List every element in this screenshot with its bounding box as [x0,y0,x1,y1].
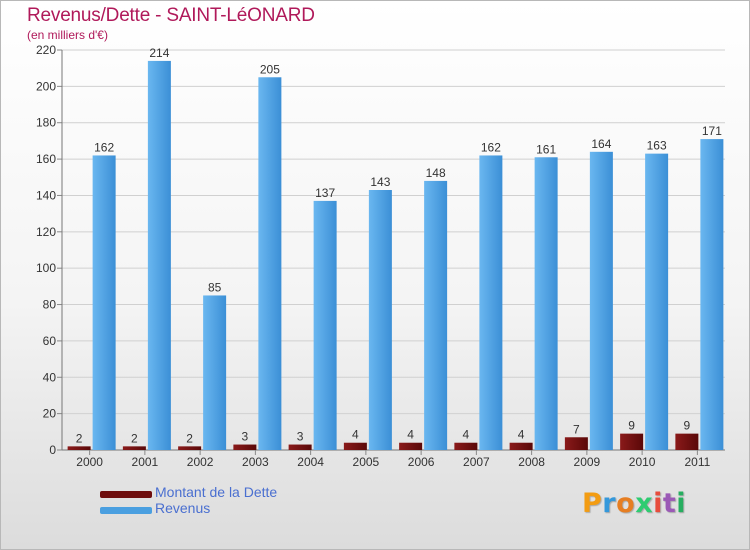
y-tick-label: 180 [36,116,56,130]
data-label-dette: 4 [463,428,470,442]
bar-dette [288,444,312,450]
data-label-revenus: 85 [208,280,222,294]
data-label-dette: 3 [242,430,249,444]
legend-swatch-dette [100,491,152,498]
chart-title: Revenus/Dette - SAINT-LéONARD [27,5,315,26]
data-label-dette: 2 [186,431,193,445]
x-tick-label: 2006 [408,455,435,469]
data-label-revenus: 214 [149,46,169,60]
data-label-dette: 7 [573,422,580,436]
bar-dette [675,433,699,450]
bar-dette [343,442,367,450]
y-tick-label: 20 [43,407,57,421]
data-label-revenus: 143 [370,175,390,189]
data-label-revenus: 205 [260,62,280,76]
data-label-revenus: 148 [426,166,446,180]
y-tick-label: 40 [43,370,57,384]
bar-revenus [424,180,448,450]
y-tick-label: 200 [36,79,56,93]
legend-label-revenus: Revenus [155,500,211,516]
y-tick-label: 100 [36,261,56,275]
data-label-dette: 4 [407,428,414,442]
bar-revenus [479,155,503,451]
x-tick-label: 2003 [242,455,269,469]
x-tick-label: 2005 [353,455,380,469]
x-tick-label: 2004 [297,455,324,469]
x-tick-label: 2009 [574,455,601,469]
x-tick-label: 2011 [684,455,710,469]
legend-swatch-revenus [100,507,152,514]
bar-revenus [147,60,171,451]
proxiti-logo: Proxiti [582,488,687,519]
data-label-dette: 4 [352,428,359,442]
data-label-dette: 9 [684,419,691,433]
bar-dette [178,446,202,450]
data-label-dette: 4 [518,428,525,442]
bar-dette [509,442,533,450]
bar-dette [564,437,588,450]
bar-revenus [645,153,669,451]
legend-label-dette: Montant de la Dette [155,484,278,500]
bar-dette [233,444,257,450]
data-label-revenus: 162 [94,140,114,154]
data-label-dette: 2 [131,431,138,445]
y-tick-label: 140 [36,188,56,202]
bar-revenus [313,200,337,450]
chart-subtitle: (en milliers d'€) [27,28,108,42]
bar-revenus [700,139,724,450]
x-tick-label: 2001 [132,455,159,469]
data-label-revenus: 161 [536,142,556,156]
x-tick-label: 2008 [518,455,545,469]
data-label-dette: 9 [628,419,635,433]
y-tick-label: 160 [36,152,56,166]
bar-revenus [258,77,282,450]
x-tick-label: 2010 [629,455,656,469]
bar-dette [122,446,146,450]
x-tick-label: 2002 [187,455,214,469]
x-tick-label: 2007 [463,455,490,469]
y-tick-label: 0 [49,443,56,457]
data-label-revenus: 162 [481,140,501,154]
x-tick-label: 2000 [76,455,103,469]
bar-revenus [534,157,558,451]
bar-dette [454,442,478,450]
data-label-revenus: 164 [591,137,611,151]
bar-revenus [589,151,613,450]
bar-revenus [203,295,227,450]
y-tick-label: 220 [36,43,56,57]
bar-dette [67,446,91,450]
bar-dette [399,442,423,450]
data-label-revenus: 137 [315,186,335,200]
data-label-revenus: 163 [647,139,667,153]
data-label-revenus: 171 [702,124,722,138]
y-tick-label: 120 [36,225,56,239]
data-label-dette: 2 [76,431,83,445]
y-tick-label: 60 [43,334,57,348]
bar-revenus [92,155,116,451]
bar-dette [620,433,644,450]
y-tick-label: 80 [43,298,57,312]
bar-revenus [368,190,392,450]
data-label-dette: 3 [297,430,304,444]
